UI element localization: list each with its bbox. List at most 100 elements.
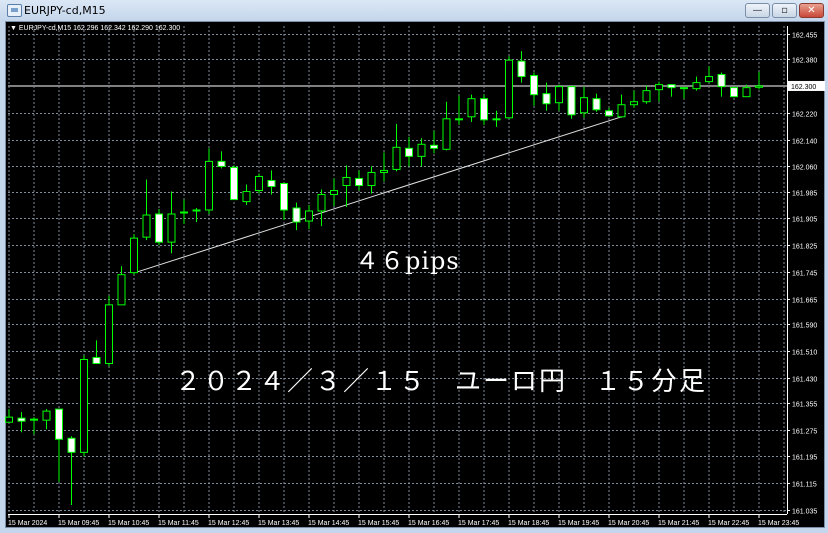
chart-ohlc: 162.296 162.342 162.290 162.300 <box>73 25 181 32</box>
candle-bull <box>630 101 638 106</box>
price-tick-label: 161.985 <box>792 191 817 198</box>
candle-bull <box>367 171 376 187</box>
candle-bull <box>105 304 113 365</box>
candle-bull <box>642 90 651 103</box>
candle-bear <box>592 98 601 111</box>
close-button[interactable]: ✕ <box>799 3 824 18</box>
candle-bull <box>617 104 626 118</box>
candle-bear <box>567 86 576 116</box>
price-tick-label: 161.195 <box>792 455 817 462</box>
candle-bull <box>555 86 563 104</box>
price-tick-label: 161.825 <box>792 244 817 251</box>
current-price-box <box>788 80 825 91</box>
current-price-label: 162.300 <box>791 84 816 91</box>
time-tick-label: 15 Mar 12:45 <box>208 520 249 527</box>
candle-bear <box>430 144 438 149</box>
price-tick-label: 162.060 <box>792 165 817 172</box>
dropdown-triangle-icon[interactable]: ▼ <box>10 25 17 32</box>
time-tick-label: 15 Mar 2024 <box>8 520 47 527</box>
price-tick-label: 161.275 <box>792 429 817 436</box>
time-tick-label: 15 Mar 16:45 <box>408 520 449 527</box>
candle-bull <box>492 118 501 121</box>
candle-bull <box>142 214 151 238</box>
candle-bear <box>717 74 726 88</box>
candle-bull <box>42 410 51 421</box>
candle-bear <box>355 177 363 187</box>
candle-bull <box>392 146 401 170</box>
time-tick-label: 15 Mar 13:45 <box>258 520 299 527</box>
candle-bear <box>667 84 676 89</box>
price-tick-label: 162.140 <box>792 139 817 146</box>
chart-symbol: EURJPY-cd,M15 <box>18 25 72 32</box>
candle-bull <box>255 175 263 192</box>
minimize-button[interactable]: — <box>745 3 770 18</box>
price-tick-label: 161.905 <box>792 217 817 224</box>
candle-bull <box>417 143 426 157</box>
price-tick-label: 161.430 <box>792 377 817 384</box>
time-tick-label: 15 Mar 22:45 <box>708 520 749 527</box>
candle-bull <box>205 160 213 211</box>
time-tick-label: 15 Mar 15:45 <box>358 520 399 527</box>
candle-bull <box>467 98 476 118</box>
chart-caption: ２０２４／３／１５ ユーロ円 １５分足 <box>175 367 708 397</box>
maximize-button[interactable]: ▫ <box>772 3 797 18</box>
candle-bear <box>155 213 163 243</box>
candle-bull <box>505 59 513 119</box>
candle-bull <box>317 194 326 212</box>
price-tick-label: 161.665 <box>792 298 817 305</box>
candle-bull <box>705 76 713 83</box>
candle-bear <box>542 93 551 105</box>
time-tick-label: 15 Mar 20:45 <box>608 520 649 527</box>
candle-bull <box>30 418 38 421</box>
candle-bear <box>605 110 613 117</box>
candle-bear <box>292 207 301 223</box>
candle-bull <box>130 237 138 274</box>
price-tick-label: 161.115 <box>792 482 817 489</box>
candle-bear <box>730 87 738 98</box>
window-title: EURJPY-cd,M15 <box>24 4 106 17</box>
candle-bear <box>530 75 538 96</box>
price-tick-label: 161.590 <box>792 323 817 330</box>
chart-header: ▼ EURJPY-cd,M15 162.296 162.342 162.290 … <box>10 25 180 32</box>
candle-bull <box>655 84 663 91</box>
candle-bull <box>742 87 751 98</box>
price-tick-label: 161.035 <box>792 509 817 516</box>
candle-bull <box>117 274 126 306</box>
time-tick-label: 15 Mar 18:45 <box>508 520 549 527</box>
chart-window-icon <box>7 4 22 17</box>
candle-bull <box>380 169 388 173</box>
price-tick-label: 162.220 <box>792 112 817 119</box>
candle-bear <box>267 179 276 188</box>
trendline <box>137 116 622 273</box>
candle-bull <box>442 118 451 150</box>
close-icon: ✕ <box>807 5 816 16</box>
price-tick-label: 161.745 <box>792 271 817 278</box>
candle-bull <box>180 211 188 214</box>
time-tick-label: 15 Mar 10:45 <box>108 520 149 527</box>
candle-bear <box>280 183 288 211</box>
time-tick-label: 15 Mar 09:45 <box>58 520 99 527</box>
window-titlebar: EURJPY-cd,M15 — ▫ ✕ <box>0 0 828 21</box>
candle-bear <box>217 160 226 167</box>
candle-bull <box>242 191 251 203</box>
candle-bear <box>680 87 688 90</box>
candle-bear <box>92 356 101 365</box>
price-tick-label: 161.355 <box>792 402 817 409</box>
price-tick-label: 161.510 <box>792 350 817 357</box>
minimize-icon: — <box>752 5 763 16</box>
candle-bull <box>5 416 13 423</box>
chart-area[interactable] <box>5 21 825 528</box>
candle-bull <box>755 85 763 88</box>
time-tick-label: 15 Mar 19:45 <box>558 520 599 527</box>
time-tick-label: 15 Mar 23:45 <box>758 520 799 527</box>
candle-bull <box>455 118 463 121</box>
maximize-icon: ▫ <box>781 5 788 16</box>
pips-annotation: ４６pips <box>355 247 460 275</box>
candle-bull <box>330 190 338 196</box>
time-tick-label: 15 Mar 11:45 <box>158 520 199 527</box>
candle-bear <box>517 60 526 78</box>
candle-bear <box>480 98 488 121</box>
time-tick-label: 15 Mar 17:45 <box>458 520 499 527</box>
price-tick-label: 162.380 <box>792 58 817 65</box>
